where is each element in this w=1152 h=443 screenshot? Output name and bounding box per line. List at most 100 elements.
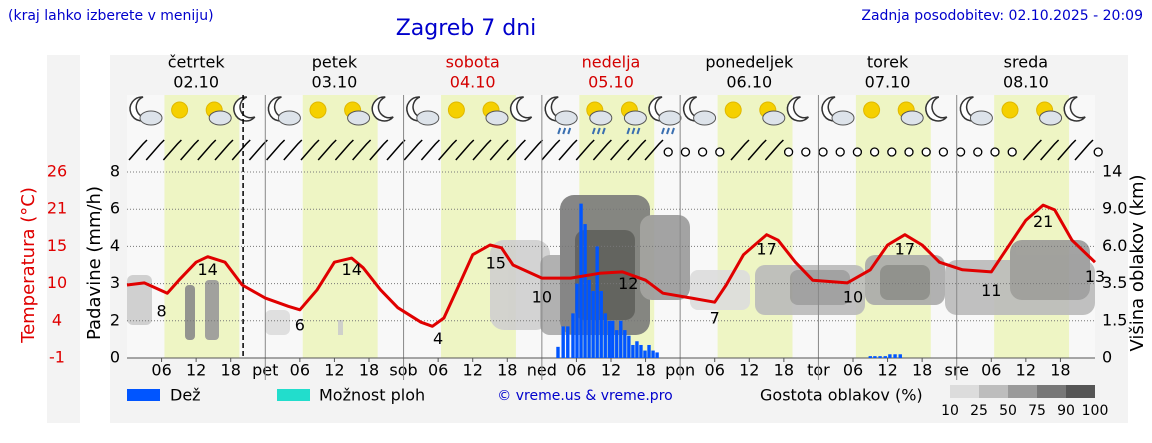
rain-bar — [599, 291, 603, 358]
chart-title: Zagreb 7 dni — [396, 16, 537, 41]
cloud — [347, 110, 371, 126]
barb — [1040, 139, 1060, 161]
cloud — [623, 110, 647, 126]
x-tick-label: 06 — [428, 361, 448, 380]
density-swatch — [979, 385, 1008, 398]
rain-bar — [878, 356, 882, 358]
y3-tick-label: 6.0 — [1102, 236, 1127, 255]
x-tick-label: 06 — [705, 361, 725, 380]
barb — [764, 139, 784, 161]
density-tick: 90 — [1057, 403, 1075, 419]
cloud — [762, 110, 786, 126]
x-tick-label: 18 — [1050, 361, 1070, 380]
daylight-band — [855, 95, 931, 358]
rain-bar — [627, 335, 631, 358]
barb — [180, 139, 200, 161]
barb — [1057, 139, 1077, 161]
rain-bar — [643, 350, 647, 358]
barb — [1074, 139, 1094, 161]
rain-bar — [615, 330, 619, 358]
daylight-band — [164, 95, 240, 358]
cloud — [1039, 110, 1063, 126]
cloud — [831, 110, 855, 126]
barb — [644, 139, 664, 161]
rain-bar — [561, 326, 565, 358]
day-date: 04.10 — [450, 73, 496, 92]
rain-bar — [571, 313, 575, 358]
barb — [455, 139, 475, 161]
cloud — [139, 110, 163, 126]
barb — [592, 139, 612, 161]
calm — [869, 147, 880, 157]
barb — [575, 139, 595, 161]
temp-label: 14 — [197, 260, 217, 279]
daylight-band — [994, 95, 1070, 358]
density-swatch — [1066, 385, 1095, 398]
x-tick-label: 18 — [359, 361, 379, 380]
temp-label: 7 — [710, 308, 720, 327]
y3-tick-label: 0 — [1102, 348, 1112, 367]
cloud — [589, 110, 613, 126]
y2-tick-label: -1 — [49, 348, 65, 367]
rain — [591, 127, 606, 135]
rain — [661, 127, 675, 135]
rain-bar — [607, 320, 611, 358]
y3-tick-label: 14 — [1102, 162, 1122, 181]
barb — [369, 139, 389, 161]
cloud — [485, 110, 509, 126]
x-tick-label: 18 — [635, 361, 655, 380]
cloud — [277, 110, 301, 126]
legend-label: Dež — [170, 386, 201, 405]
density-swatch — [1008, 385, 1037, 398]
rain-bar — [647, 344, 651, 358]
x-tick-label: 12 — [739, 361, 759, 380]
day-date: 02.10 — [173, 73, 219, 92]
barb — [747, 139, 767, 161]
x-tick-label: 12 — [1016, 361, 1036, 380]
barb — [231, 139, 251, 161]
calm — [887, 147, 897, 157]
x-tick-label: 12 — [324, 361, 344, 380]
day-date: 08.10 — [1003, 73, 1049, 92]
daylight-band — [717, 95, 793, 358]
rain-bar — [655, 352, 659, 358]
barb — [489, 139, 509, 161]
barb — [128, 139, 148, 161]
barb — [506, 139, 526, 161]
rain-bar — [623, 330, 627, 358]
x-tick-label: 18 — [221, 361, 241, 380]
calm — [921, 147, 931, 157]
barb — [197, 139, 217, 161]
rain-bar — [583, 224, 587, 358]
moon — [371, 96, 394, 122]
y3-tick-label: 1.5 — [1102, 310, 1127, 329]
density-tick: 25 — [970, 403, 988, 419]
cloud — [900, 110, 924, 126]
rain-bar — [639, 344, 643, 358]
day-date: 06.10 — [726, 73, 772, 92]
temp-label: 10 — [532, 288, 552, 307]
y-tick-label: 2 — [110, 310, 120, 329]
cloud — [416, 110, 440, 126]
density-swatch — [1037, 385, 1066, 398]
barb — [1022, 139, 1042, 161]
day-name: četrtek — [168, 53, 226, 72]
calm — [680, 147, 691, 157]
moon — [786, 96, 809, 122]
calm — [783, 147, 794, 157]
legend-label: Možnost ploh — [319, 386, 425, 405]
day-date: 03.10 — [312, 73, 358, 92]
barb — [248, 139, 268, 161]
rain-bar — [898, 354, 902, 358]
y-axis-title: Padavine (mm/h) — [84, 186, 105, 340]
cloud — [554, 110, 578, 126]
rain-bar — [603, 313, 607, 358]
barb — [420, 139, 440, 161]
calm — [1007, 147, 1017, 157]
moon — [233, 96, 256, 122]
barb — [524, 139, 544, 161]
day-date: 05.10 — [588, 73, 634, 92]
sun — [863, 101, 881, 119]
rain-bar — [611, 320, 615, 358]
barb — [317, 139, 337, 161]
